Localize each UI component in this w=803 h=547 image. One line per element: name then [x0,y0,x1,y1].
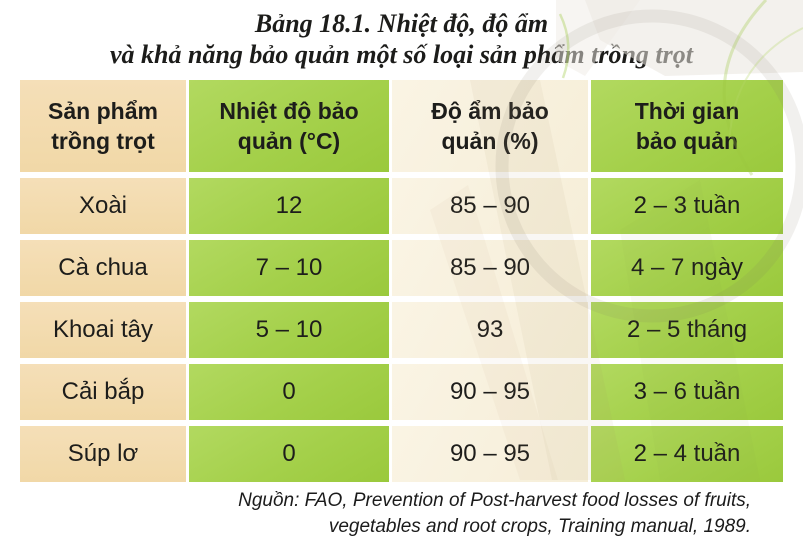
table-cell-humidity: 90 – 95 [392,364,588,420]
table-cell-duration: 4 – 7 ngày [591,240,783,296]
header-line: Độ ẩm bảo [431,98,549,124]
table-cell-product: Xoài [20,178,186,234]
table-cell-temp: 0 [189,364,389,420]
table-cell-product: Cải bắp [20,364,186,420]
table-cell-product: Súp lơ [20,426,186,482]
header-line: trồng trọt [51,128,155,154]
source-citation: Nguồn: FAO, Prevention of Post-harvest f… [238,488,751,540]
column-header-duration: Thời gian bảo quản [591,80,783,172]
column-header-product: Sản phẩm trồng trọt [20,80,186,172]
table-cell-humidity: 93 [392,302,588,358]
table-cell-temp: 12 [189,178,389,234]
source-line1: Nguồn: FAO, Prevention of Post-harvest f… [238,490,751,511]
header-line: Thời gian [634,98,740,124]
table-cell-duration: 2 – 3 tuần [591,178,783,234]
header-line: quản (°C) [237,128,341,154]
table-title-line1: Bảng 18.1. Nhiệt độ, độ ẩm [254,9,549,38]
table-cell-temp: 0 [189,426,389,482]
table-cell-product: Cà chua [20,240,186,296]
header-line: Nhiệt độ bảo [219,98,359,124]
table-title: Bảng 18.1. Nhiệt độ, độ ẩm và khả năng b… [0,8,803,70]
table-cell-duration: 2 – 5 tháng [591,302,783,358]
table-cell-temp: 7 – 10 [189,240,389,296]
table-title-line2: và khả năng bảo quản một số loại sản phẩ… [110,40,693,69]
header-line: Sản phẩm [48,98,158,124]
storage-table: Sản phẩm trồng trọt Nhiệt độ bảo quản (°… [20,80,783,482]
header-line: bảo quản [635,128,739,154]
table-cell-humidity: 85 – 90 [392,178,588,234]
source-line2: vegetables and root crops, Training manu… [328,516,751,537]
table-cell-product: Khoai tây [20,302,186,358]
table-cell-humidity: 85 – 90 [392,240,588,296]
table-cell-duration: 2 – 4 tuần [591,426,783,482]
table-cell-temp: 5 – 10 [189,302,389,358]
column-header-temperature: Nhiệt độ bảo quản (°C) [189,80,389,172]
header-line: quản (%) [441,128,539,154]
table-cell-duration: 3 – 6 tuần [591,364,783,420]
table-cell-humidity: 90 – 95 [392,426,588,482]
column-header-humidity: Độ ẩm bảo quản (%) [392,80,588,172]
